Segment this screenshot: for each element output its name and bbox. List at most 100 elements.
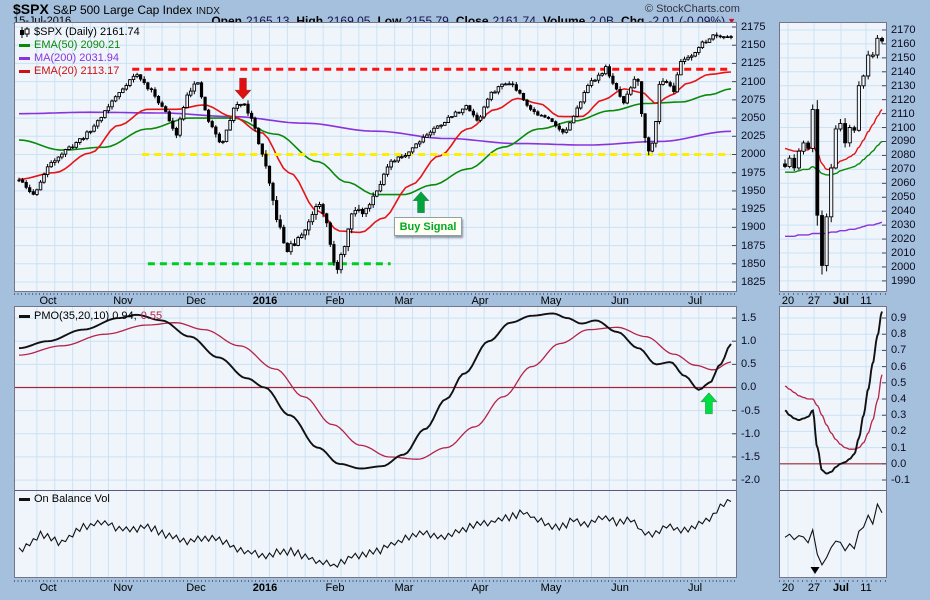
y-axis-label: 2060 <box>891 177 916 190</box>
main-legend: $SPX (Daily) 2161.74 EMA(50) 2090.21 MA(… <box>19 26 140 78</box>
ema50-line-icon <box>19 44 30 47</box>
legend-ma200: MA(200) 2031.94 <box>19 52 140 65</box>
y-axis-label: 2110 <box>891 107 915 120</box>
pmo-chart <box>15 307 736 490</box>
x-axis-label: May <box>540 582 562 594</box>
x-axis-label: Jun <box>611 295 629 307</box>
x-axis-label: Jul <box>687 295 703 307</box>
y-axis-label: 2000 <box>741 148 766 161</box>
y-axis-label: 1.5 <box>741 312 757 325</box>
x-axis-label: Mar <box>394 582 414 594</box>
index-title: S&P 500 Large Cap Index <box>52 3 193 17</box>
indicator-panel <box>14 306 737 578</box>
mini-bottom-x-axis: 20 27 Jul 11 <box>779 580 887 595</box>
y-axis-label: 0.9 <box>891 312 907 325</box>
legend-ema20-label: EMA(20) 2113.17 <box>34 65 120 77</box>
y-axis-label: 2160 <box>891 37 916 50</box>
x-axis-label: Nov <box>113 295 133 307</box>
x-axis-label: 20 <box>781 295 795 307</box>
x-axis-label: Apr <box>471 582 489 594</box>
x-axis-label: 2016 <box>252 295 278 307</box>
y-axis-label: 2125 <box>741 57 766 70</box>
main-price-y-axis: 2175 2150 2125 2100 2075 2050 2025 2000 1975 1950… <box>741 0 777 600</box>
mini-x-axis: 20 27 Jul 11 <box>779 293 887 308</box>
y-axis-label: 0.7 <box>891 344 907 357</box>
bottom-x-axis: Oct Nov Dec 2016 Feb Mar Apr May Jun Jul <box>14 580 737 595</box>
obv-line-icon <box>19 498 30 501</box>
mini-price-panel <box>779 22 887 292</box>
y-axis-label: -2.0 <box>741 474 760 487</box>
exchange-label: INDX <box>196 6 220 17</box>
legend-ma200-label: MA(200) 2031.94 <box>34 52 119 64</box>
y-axis-label: 2150 <box>741 39 766 52</box>
y-axis-label: 1925 <box>741 203 766 216</box>
y-axis-label: 2170 <box>891 23 916 36</box>
x-axis-label: Jun <box>611 582 629 594</box>
chart-header: $SPX S&P 500 Large Cap Index INDX <box>13 1 220 17</box>
y-axis-label: -1.0 <box>741 427 760 440</box>
y-axis-label: 0.0 <box>741 381 757 394</box>
x-axis-label: Jul <box>687 582 703 594</box>
y-axis-label: 1850 <box>741 257 766 270</box>
y-axis-label: 2010 <box>891 247 916 259</box>
symbol: $SPX <box>13 1 49 17</box>
x-axis-label: Jul <box>833 582 849 594</box>
x-axis-label: 2016 <box>252 582 278 594</box>
y-axis-label: -1.5 <box>741 450 760 463</box>
x-axis-label: Feb <box>325 582 345 594</box>
y-axis-label: 2120 <box>891 93 916 106</box>
mini-pmo-y-axis: 0.9 0.8 0.7 0.6 0.5 0.4 0.3 0.2 0.1 0.0 -0.1 <box>891 0 927 600</box>
y-axis-label: 1975 <box>741 166 766 179</box>
pmo-y-axis: 1.5 1.0 0.5 0.0 -0.5 -1.0 -1.5 -2.0 <box>741 0 777 600</box>
mini-price-y-axis: 2170 2160 2150 2140 2130 2120 2110 2100 2090 2080… <box>891 0 927 600</box>
y-axis-label: 2075 <box>741 93 766 106</box>
obv-legend-label: On Balance Vol <box>34 493 110 505</box>
y-axis-label: 0.3 <box>891 409 907 422</box>
change-down-arrow-icon: ▼ <box>727 16 736 26</box>
y-axis-label: 0.6 <box>891 360 907 373</box>
legend-spx: $SPX (Daily) 2161.74 <box>19 26 140 39</box>
legend-ema50-label: EMA(50) 2090.21 <box>34 39 121 51</box>
x-axis-label: 27 <box>807 582 821 594</box>
buy-signal-text: Buy Signal <box>399 220 457 233</box>
legend-ema50: EMA(50) 2090.21 <box>19 39 140 52</box>
main-price-chart <box>15 23 736 291</box>
x-axis-label: Oct <box>39 295 57 307</box>
x-axis-label: Dec <box>186 582 206 594</box>
y-axis-label: 2030 <box>891 219 916 232</box>
mini-price-chart <box>780 23 886 291</box>
x-axis-label: Nov <box>113 582 133 594</box>
obv-chart <box>18 491 732 577</box>
x-axis-label: 20 <box>781 582 795 594</box>
mini-pmo-chart <box>780 307 886 490</box>
y-axis-label: 2100 <box>741 75 766 88</box>
y-axis-label: 1950 <box>741 184 766 197</box>
y-axis-label: 0.5 <box>891 376 907 389</box>
y-axis-label: 2150 <box>891 51 916 64</box>
y-axis-label: 2025 <box>741 130 766 143</box>
buy-signal-callout: Buy Signal <box>394 217 462 236</box>
x-axis-label: Oct <box>39 582 57 594</box>
ema20-line-icon <box>19 70 30 73</box>
y-axis-label: 2100 <box>891 121 916 134</box>
legend-ema20: EMA(20) 2113.17 <box>19 65 140 78</box>
x-axis-label: Dec <box>186 295 206 307</box>
x-axis-label: Mar <box>394 295 414 307</box>
pmo-legend: PMO(35,20,10) 0.94, 0.55 <box>19 310 162 323</box>
panel-divider <box>15 490 736 491</box>
obv-legend: On Balance Vol <box>19 493 110 506</box>
y-axis-label: 2090 <box>891 135 916 148</box>
x-axis-label: Jul <box>833 295 849 307</box>
y-axis-label: 1825 <box>741 275 766 288</box>
y-axis-label: 0.1 <box>891 441 907 454</box>
candlestick-icon <box>20 27 30 38</box>
y-axis-label: 0.4 <box>891 393 907 406</box>
x-axis-label: 27 <box>807 295 821 307</box>
main-x-axis: Oct Nov Dec 2016 Feb Mar Apr May Jun Jul <box>14 293 737 308</box>
y-axis-label: -0.1 <box>891 474 910 487</box>
y-axis-label: 2175 <box>741 20 766 33</box>
x-axis-label: May <box>540 295 562 307</box>
pmo-line-icon <box>19 315 30 318</box>
y-axis-label: 2070 <box>891 163 916 176</box>
y-axis-label: 2050 <box>741 112 766 125</box>
